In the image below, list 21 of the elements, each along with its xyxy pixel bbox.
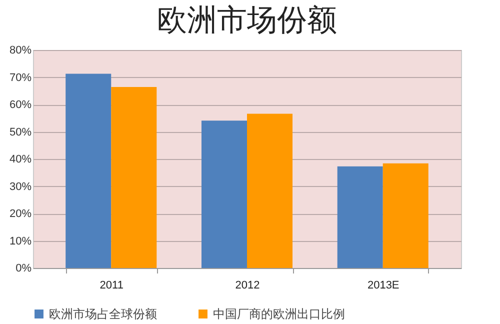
y-tick-label: 40% xyxy=(9,154,32,166)
bar xyxy=(382,163,428,268)
y-tick-label: 70% xyxy=(9,72,32,84)
x-tick-label: 2011 xyxy=(100,280,124,292)
y-tick-label: 30% xyxy=(9,180,32,193)
bar xyxy=(247,114,293,268)
x-tick-label: 2012 xyxy=(235,280,260,292)
y-tick-label: 50% xyxy=(9,126,32,138)
x-tick-label: 2013E xyxy=(367,280,400,292)
y-tick-label: 10% xyxy=(9,235,32,248)
legend-label: 中国厂商的欧洲出口比例 xyxy=(213,307,345,321)
y-tick-label: 60% xyxy=(9,99,32,111)
bar xyxy=(66,74,112,268)
chart-title: 欧洲市场份额 xyxy=(157,3,337,38)
bar xyxy=(201,120,247,268)
bar xyxy=(111,87,157,268)
y-tick-label: 80% xyxy=(9,44,32,56)
legend-label: 欧洲市场占全球份额 xyxy=(49,307,157,321)
y-tick-label: 20% xyxy=(9,208,32,220)
bar xyxy=(337,166,383,268)
y-tick-label: 0% xyxy=(16,262,32,274)
